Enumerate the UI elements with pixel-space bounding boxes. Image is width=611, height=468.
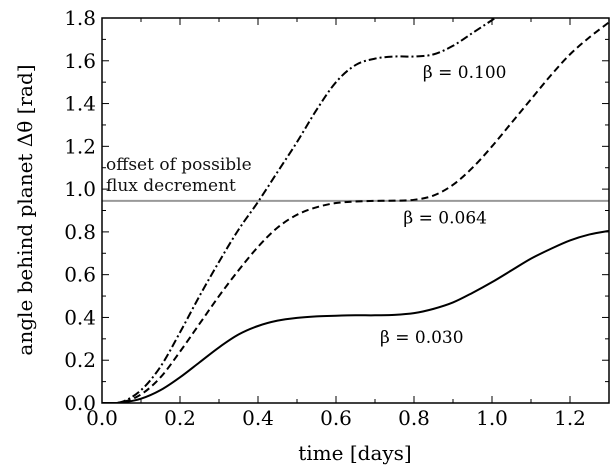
hline-label-line1: offset of possible — [106, 155, 252, 175]
series-line-2 — [102, 18, 498, 403]
y-tick-label: 1.4 — [64, 92, 96, 116]
x-tick-label: 0.4 — [242, 406, 274, 430]
x-tick-label: 0.2 — [164, 406, 196, 430]
x-tick-label: 0.0 — [86, 406, 118, 430]
beta-label: β = 0.030 — [380, 328, 464, 348]
x-tick-label: 1.2 — [554, 406, 586, 430]
y-tick-label: 1.6 — [64, 49, 96, 73]
y-tick-label: 1.8 — [64, 6, 96, 30]
x-tick-label: 1.0 — [476, 406, 508, 430]
ticks: 0.0 0.2 0.4 0.6 0.8 1.0 1.2 0.0 0.2 0.4 0.6 0.8 1.0 1… — [64, 6, 610, 430]
x-axis-label: time [days] — [298, 441, 412, 465]
y-axis-label: angle behind planet Δθ [rad] — [13, 64, 37, 355]
plot-frame — [101, 17, 610, 404]
y-tick-label: 0.8 — [64, 220, 96, 244]
y-tick-label: 0.6 — [64, 263, 96, 287]
y-tick-label: 0.0 — [64, 391, 96, 415]
y-tick-label: 0.4 — [64, 305, 96, 329]
beta-label: β = 0.100 — [423, 63, 507, 83]
y-tick-label: 1.2 — [64, 134, 96, 158]
y-tick-label: 1.0 — [64, 177, 96, 201]
x-tick-label: 0.8 — [398, 406, 430, 430]
series-line-1 — [102, 21, 609, 403]
y-tick-label: 0.2 — [64, 348, 96, 372]
x-tick-label: 0.6 — [320, 406, 352, 430]
beta-label: β = 0.064 — [403, 208, 487, 228]
plot-area — [102, 18, 609, 403]
hline-label-line2: flux decrement — [106, 176, 236, 196]
series-line-0 — [102, 229, 609, 403]
